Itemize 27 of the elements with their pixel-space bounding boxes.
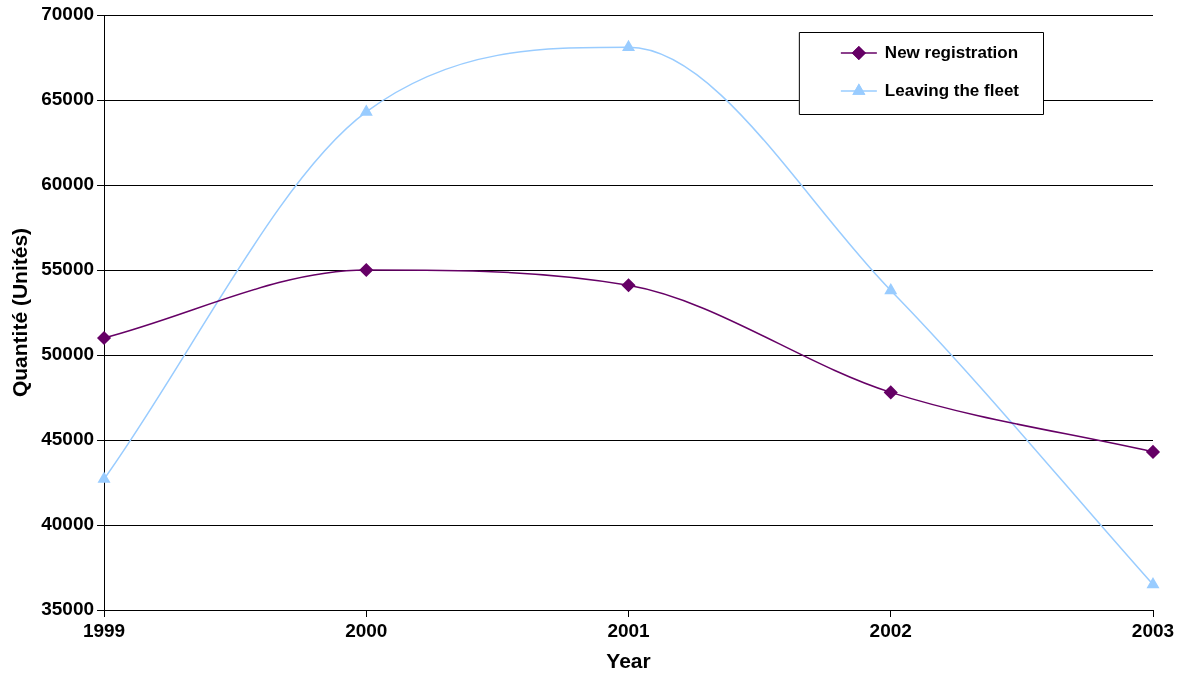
x-tick-label: 2002 xyxy=(869,619,912,641)
legend-label: New registration xyxy=(884,42,1019,62)
point xyxy=(884,385,898,400)
point xyxy=(621,278,636,293)
y-tick-label: 40000 xyxy=(41,513,95,535)
y-tick-label: 60000 xyxy=(41,173,95,195)
point xyxy=(97,331,111,345)
y-tick-label: 55000 xyxy=(41,258,95,280)
point xyxy=(884,283,897,295)
y-tick-label: 45000 xyxy=(41,428,95,450)
x-tick-label: 2000 xyxy=(345,619,388,641)
point xyxy=(1147,577,1159,589)
point xyxy=(359,263,374,277)
point xyxy=(1146,445,1160,459)
x-tick-label: 1999 xyxy=(82,619,126,641)
point xyxy=(98,472,110,483)
y-tick-label: 65000 xyxy=(41,88,95,110)
y-axis-title: Quantité (Unités) xyxy=(8,227,32,398)
point xyxy=(360,105,373,116)
y-tick-label: 35000 xyxy=(41,598,95,620)
x-axis-title: Year xyxy=(606,649,651,673)
legend-label: Leaving the fleet xyxy=(884,80,1020,100)
y-tick-label: 70000 xyxy=(41,3,95,25)
y-tick-label: 50000 xyxy=(41,343,95,365)
x-tick-label: 2003 xyxy=(1131,619,1175,641)
point xyxy=(622,40,635,52)
x-tick-label: 2001 xyxy=(607,619,651,641)
